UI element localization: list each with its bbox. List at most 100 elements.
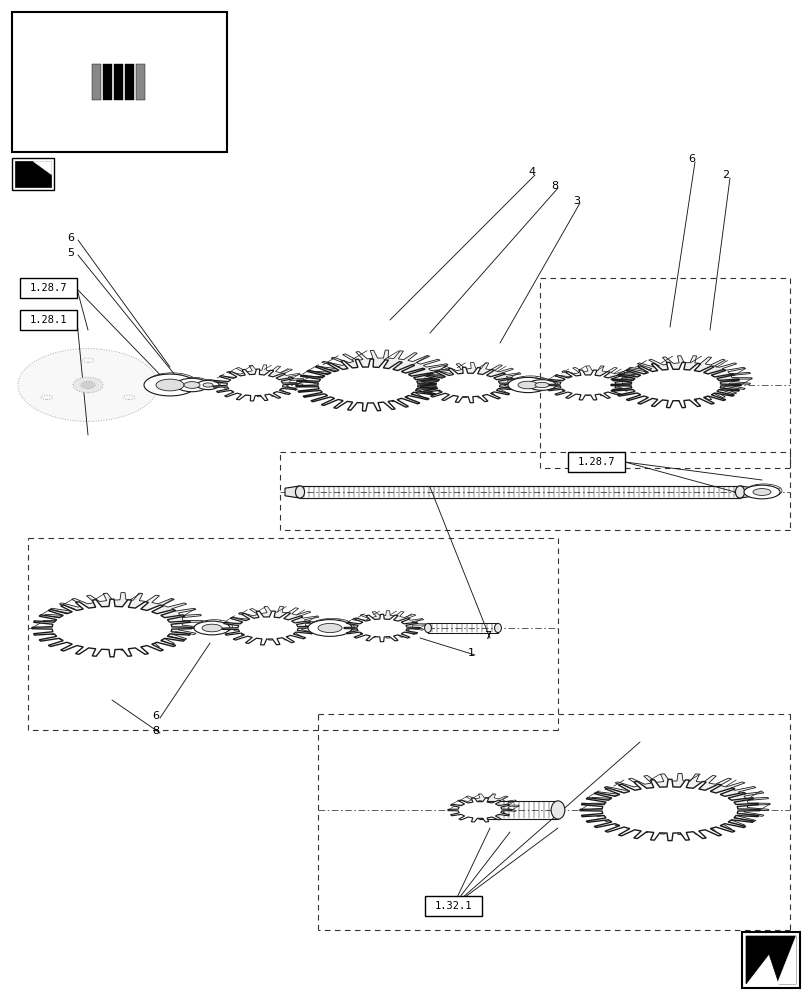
Polygon shape [745,936,795,984]
Polygon shape [311,350,454,402]
Ellipse shape [202,624,221,632]
Text: 8: 8 [152,726,159,736]
Polygon shape [177,20,219,144]
Text: 7: 7 [483,631,491,641]
Ellipse shape [18,349,158,421]
Polygon shape [739,486,769,498]
Polygon shape [32,599,191,657]
Polygon shape [221,611,314,645]
Text: 1.32.1: 1.32.1 [434,901,472,911]
Ellipse shape [197,380,219,390]
Ellipse shape [568,378,607,392]
Polygon shape [590,773,769,835]
Ellipse shape [364,622,399,634]
Ellipse shape [656,378,694,392]
Circle shape [132,57,182,107]
Ellipse shape [81,381,95,389]
Bar [103,64,113,100]
FancyBboxPatch shape [20,310,77,330]
Ellipse shape [510,376,550,391]
Polygon shape [350,611,426,638]
Ellipse shape [307,620,351,636]
Ellipse shape [235,378,274,392]
Polygon shape [776,936,795,984]
Polygon shape [427,362,523,398]
Text: 5: 5 [67,248,74,258]
Polygon shape [220,365,303,397]
Polygon shape [419,367,515,403]
Ellipse shape [454,380,481,390]
Polygon shape [20,20,62,144]
Ellipse shape [527,380,556,390]
Polygon shape [448,798,511,822]
Ellipse shape [73,377,103,393]
Ellipse shape [735,486,744,498]
Ellipse shape [470,806,489,814]
Text: 1.28.7: 1.28.7 [577,457,615,467]
Text: 6: 6 [152,711,159,721]
Text: 3: 3 [573,196,579,206]
Ellipse shape [333,372,402,398]
Bar [741,932,799,988]
Polygon shape [545,370,629,400]
Bar [12,158,54,190]
Ellipse shape [310,618,354,635]
Ellipse shape [144,374,195,396]
Ellipse shape [473,801,487,819]
Ellipse shape [178,377,209,391]
Polygon shape [454,794,518,818]
Ellipse shape [255,623,281,633]
Polygon shape [212,369,297,401]
Polygon shape [285,486,299,498]
Ellipse shape [371,624,392,632]
Bar [126,64,135,100]
Ellipse shape [745,484,781,498]
Ellipse shape [743,485,779,499]
Ellipse shape [184,382,200,388]
Ellipse shape [346,377,388,393]
Ellipse shape [622,794,717,826]
Ellipse shape [87,619,137,637]
Polygon shape [621,356,751,401]
Ellipse shape [424,623,431,633]
Polygon shape [33,161,51,174]
Bar [136,64,145,100]
FancyBboxPatch shape [568,452,624,472]
Bar [92,64,101,100]
Ellipse shape [194,621,230,635]
Polygon shape [344,614,419,642]
Ellipse shape [176,378,208,392]
Text: 4: 4 [527,167,534,177]
Ellipse shape [247,620,289,636]
Polygon shape [230,606,322,640]
Ellipse shape [508,377,547,393]
FancyBboxPatch shape [424,896,482,916]
Ellipse shape [318,623,341,633]
Text: 1.28.1: 1.28.1 [30,315,67,325]
Bar [12,12,227,152]
Ellipse shape [146,373,198,395]
Ellipse shape [534,382,548,388]
Text: 6: 6 [67,233,74,243]
Ellipse shape [752,489,770,495]
Ellipse shape [203,383,212,387]
Ellipse shape [517,381,538,389]
Circle shape [67,67,97,97]
Circle shape [57,57,106,107]
Polygon shape [552,366,636,396]
Text: 6: 6 [687,154,694,164]
Ellipse shape [576,381,599,389]
Ellipse shape [529,379,557,389]
Ellipse shape [644,374,706,396]
Polygon shape [579,779,759,841]
Polygon shape [296,359,440,411]
Ellipse shape [295,486,304,498]
Polygon shape [43,593,203,650]
Text: 1.28.7: 1.28.7 [30,283,67,293]
Polygon shape [15,161,51,187]
FancyBboxPatch shape [20,278,77,298]
Ellipse shape [464,804,495,816]
Bar [114,64,123,100]
Ellipse shape [641,800,697,820]
Text: 2: 2 [721,170,728,180]
